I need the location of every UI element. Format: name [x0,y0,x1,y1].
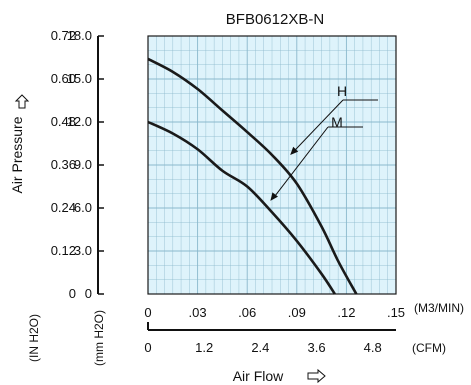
series-arrowhead [270,192,278,201]
right-arrow-icon [307,368,326,384]
x-tick-label-cfm: 0 [144,340,151,355]
x-tick-label-cfm: 3.6 [308,340,326,355]
y-tick-label-mm: 15.0 [67,71,92,86]
series-leader-line [293,99,344,152]
series-label-h: H [337,83,347,99]
y-tick-label-mm: 18.0 [67,28,92,43]
x-unit-cfm: (CFM) [412,341,446,355]
y-tick-label-in: 0 [69,286,76,301]
x-tick-label-m3: .06 [238,305,256,320]
y-tick-label-in: 0.12 [51,243,76,258]
y-tick-label-in: 0.48 [51,114,76,129]
x-tick-label-m3: .09 [288,305,306,320]
series-layer: HM [147,57,378,295]
y-tick-label-in: 0.60 [51,71,76,86]
up-arrow-icon [14,94,30,109]
x-axis-label: Air Flow [233,368,284,384]
y-tick-label-mm: 3.0 [74,243,92,258]
x-tick-label-m3: 0 [144,305,151,320]
y-tick-label-mm: 0 [85,286,92,301]
x-tick-label-m3: .12 [337,305,355,320]
series-leader-line [273,126,329,198]
x-tick-label-cfm: 4.8 [364,340,382,355]
series-arrowhead [290,146,299,155]
y-tick-label-in: 0.36 [51,157,76,172]
series-line-h [147,57,358,295]
y-tick-label-mm: 12.0 [67,114,92,129]
x-unit-m3: (M3/MIN) [414,301,464,315]
y-tick-label-in: 0.24 [51,200,76,215]
y-tick-label-in: 0.72 [51,28,76,43]
y-unit-mmh2o: (mm H2O) [92,310,106,366]
x-tick-label-m3: .03 [189,305,207,320]
y-tick-label-mm: 9.0 [74,157,92,172]
series-line-m [147,120,336,295]
x-tick-label-cfm: 2.4 [251,340,269,355]
x-tick-label-cfm: 1.2 [195,340,213,355]
plot-border [147,35,397,295]
y-tick-label-mm: 6.0 [74,200,92,215]
chart-title: BFB0612XB-N [226,11,324,28]
grid-lines [148,36,396,294]
y-axis-label: Air Pressure [9,116,25,193]
series-label-m: M [331,114,343,130]
tick-labels: 03.06.09.012.015.018.000.120.240.360.480… [51,28,405,355]
y-unit-inh2o: (IN H2O) [27,314,41,362]
x-tick-label-m3: .15 [387,305,405,320]
